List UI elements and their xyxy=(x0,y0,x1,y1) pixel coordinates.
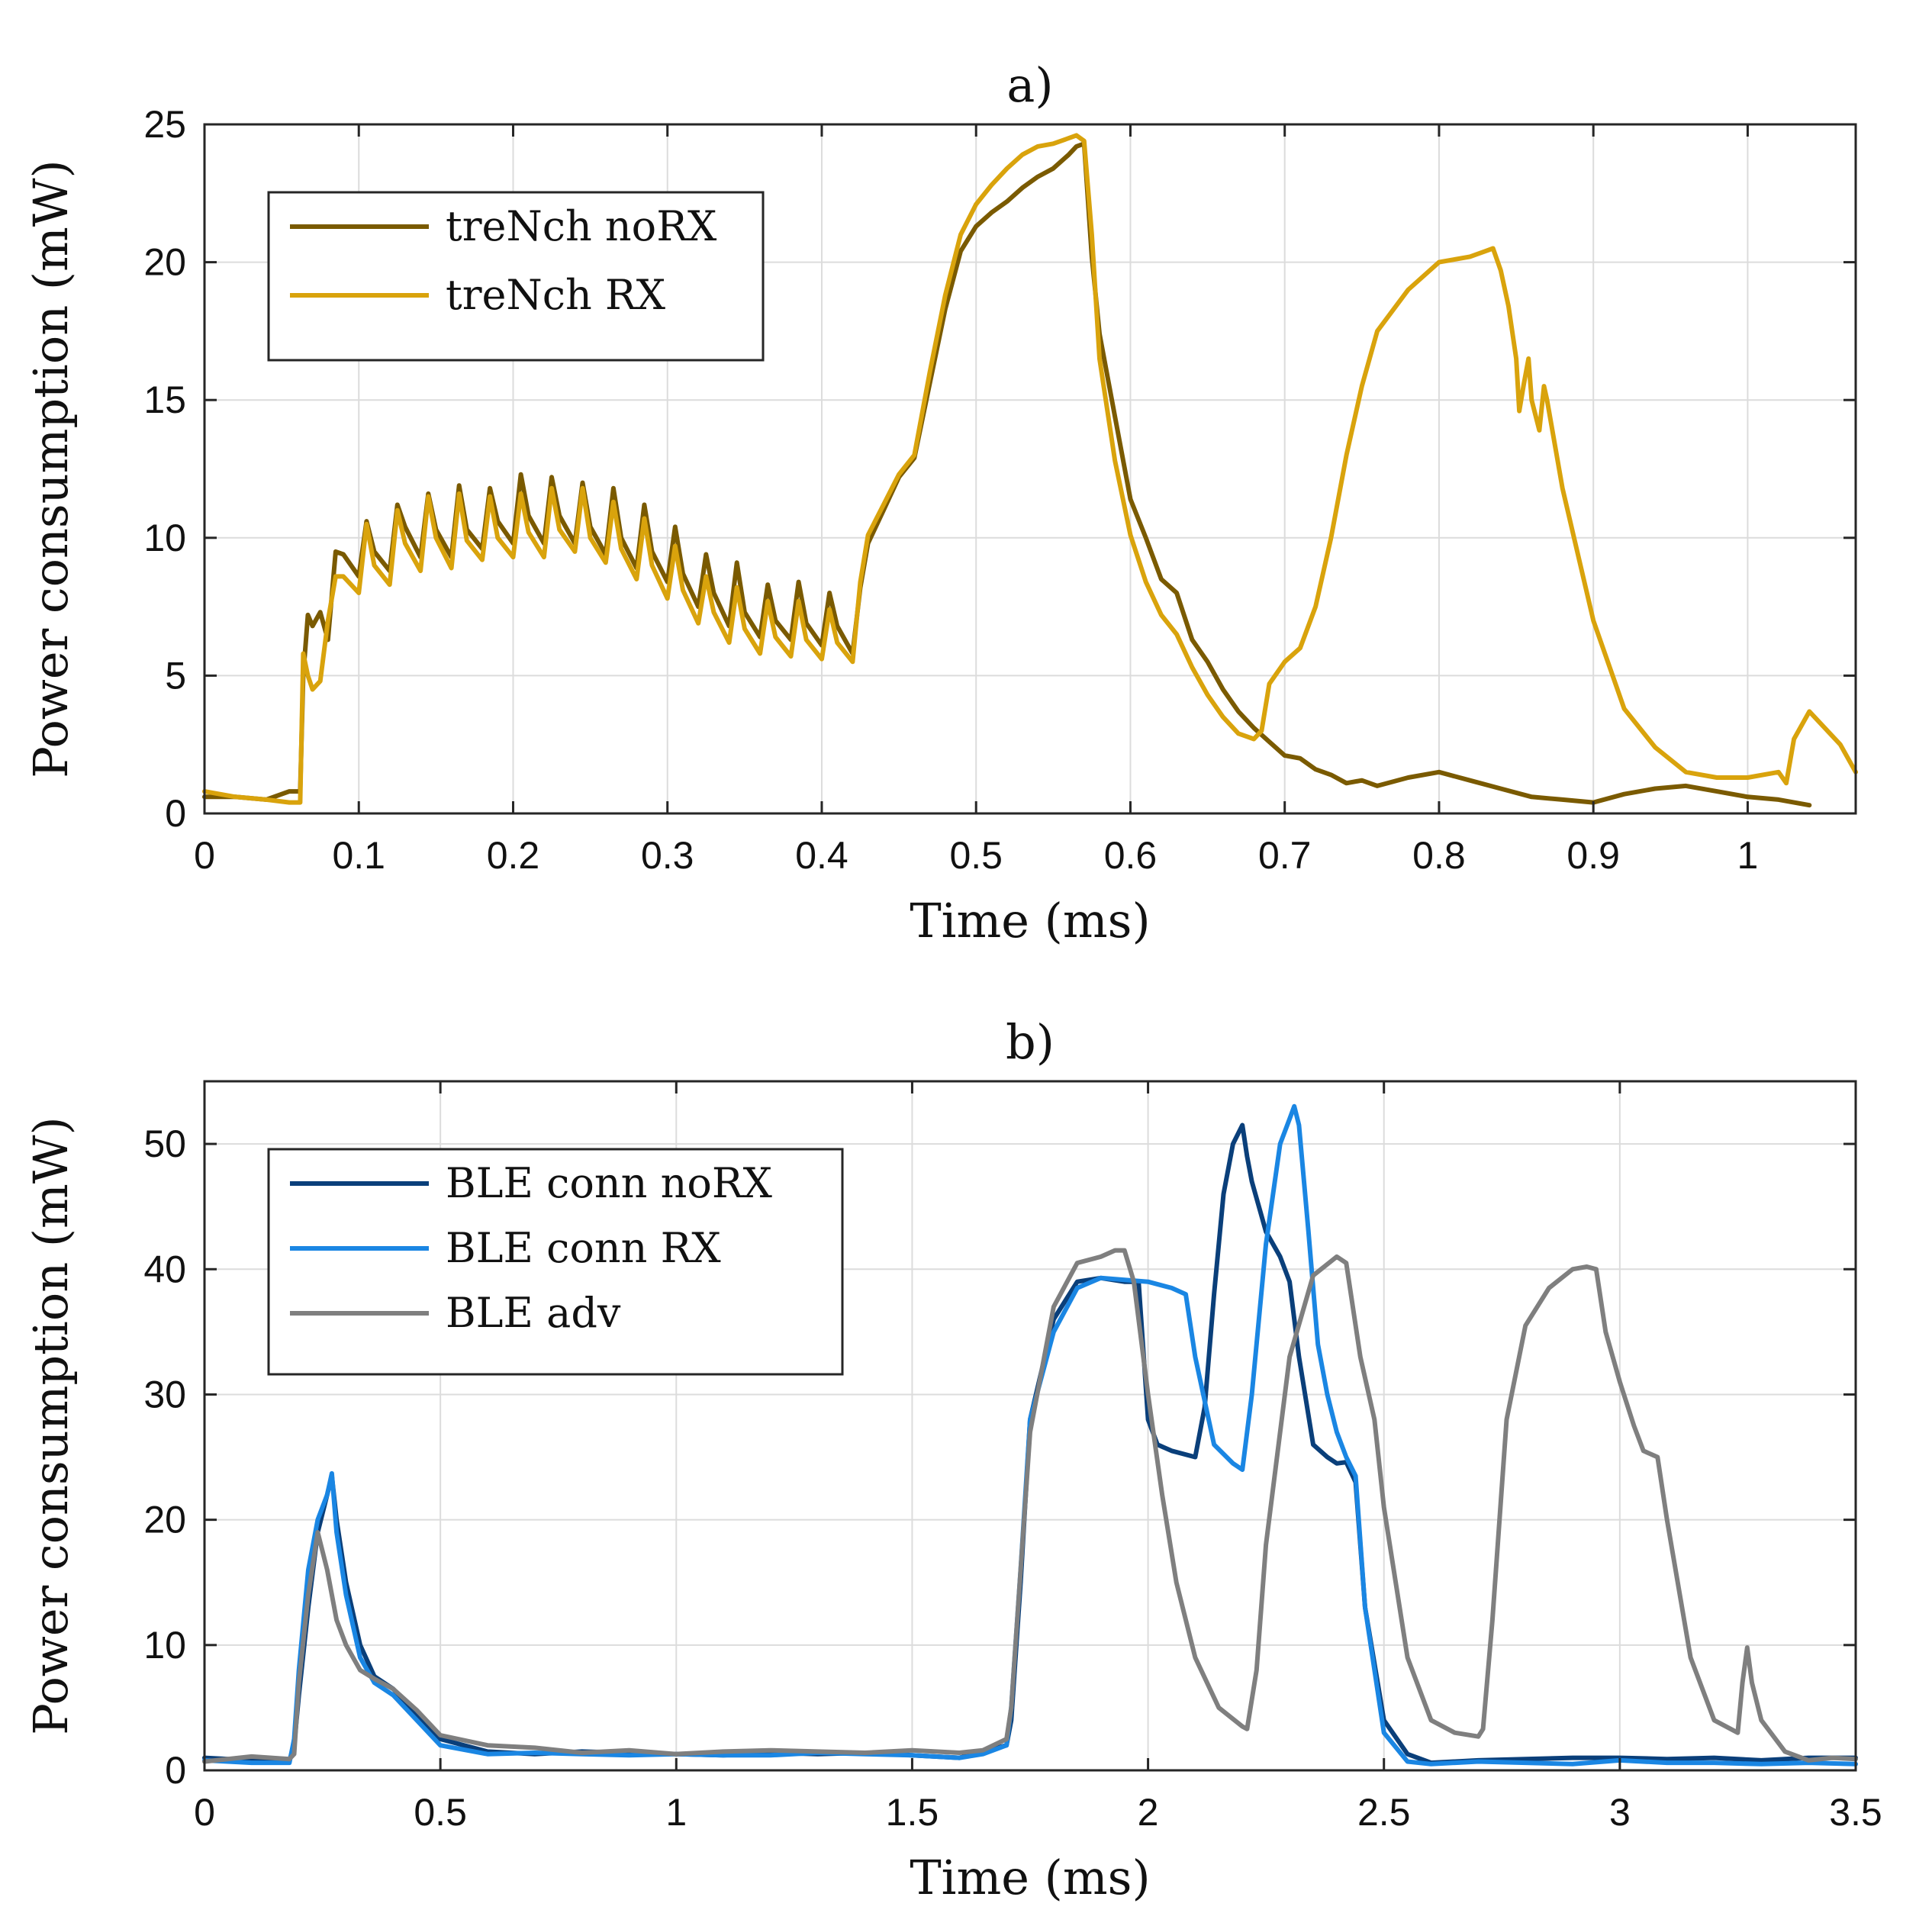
y-tick-label: 10 xyxy=(143,1624,186,1667)
x-tick-label: 1 xyxy=(1737,834,1759,877)
y-tick-label: 50 xyxy=(143,1122,186,1165)
y-tick-label: 25 xyxy=(143,103,186,146)
y-axis-label: Power consumption (mW) xyxy=(23,159,79,778)
x-tick-label: 0.2 xyxy=(487,834,540,877)
series-line-trench-rx xyxy=(202,133,1858,805)
y-tick-label: 5 xyxy=(165,654,186,697)
legend-label: BLE conn noRX xyxy=(446,1159,773,1207)
y-axis-label: Power consumption (mW) xyxy=(23,1116,79,1734)
x-tick-label: 3.5 xyxy=(1829,1791,1882,1834)
series-line-ble-adv xyxy=(202,1248,1858,1764)
x-tick-label: 0.7 xyxy=(1258,834,1312,877)
y-tick-label: 20 xyxy=(143,1499,186,1541)
x-tick-label: 0.5 xyxy=(414,1791,467,1834)
plot-frame xyxy=(203,123,1857,815)
x-tick-label: 1.5 xyxy=(886,1791,939,1834)
legend-label: treNch noRX xyxy=(446,202,717,250)
y-tick-label: 30 xyxy=(143,1373,186,1416)
x-tick-label: 0.4 xyxy=(795,834,848,877)
chart-title: a) xyxy=(1006,57,1053,113)
y-tick-label: 40 xyxy=(143,1248,186,1290)
y-tick-label: 0 xyxy=(165,792,186,835)
x-axis-label: Time (ms) xyxy=(910,893,1150,949)
x-tick-label: 0.5 xyxy=(949,834,1003,877)
legend-label: treNch RX xyxy=(446,271,666,319)
x-tick-label: 0.8 xyxy=(1412,834,1466,877)
chart-title: b) xyxy=(1006,1014,1055,1070)
legend-label: BLE conn RX xyxy=(446,1224,721,1272)
x-tick-label: 0.9 xyxy=(1567,834,1620,877)
y-tick-label: 0 xyxy=(165,1749,186,1792)
panel-b: 0 0.5 1 1.5 2 2.5 3 3.5 0 10 20 30 40 50 b) Time (ms)… xyxy=(23,1014,1882,1905)
legend: BLE conn noRX BLE conn RX BLE adv xyxy=(267,1148,844,1376)
series-line-ble-conn-rx xyxy=(202,1103,1858,1767)
x-tick-label: 0.1 xyxy=(332,834,385,877)
x-tick-label: 0.6 xyxy=(1104,834,1158,877)
x-tick-label: 0 xyxy=(194,834,215,877)
legend-box xyxy=(267,1148,844,1376)
legend: treNch noRX treNch RX xyxy=(267,191,765,362)
x-tick-label: 1 xyxy=(665,1791,687,1834)
x-tick-label: 3 xyxy=(1609,1791,1631,1834)
y-tick-label: 20 xyxy=(143,241,186,284)
panel-a: 0 0.1 0.2 0.3 0.4 0.5 0.6 0.7 0.8 0.9 10510152025 … xyxy=(23,57,1858,949)
x-tick-label: 0.3 xyxy=(641,834,694,877)
x-tick-label: 2 xyxy=(1138,1791,1159,1834)
y-tick-label: 10 xyxy=(143,517,186,559)
plot-frame xyxy=(203,1080,1857,1772)
x-tick-label: 2.5 xyxy=(1357,1791,1411,1834)
legend-label: BLE adv xyxy=(446,1289,621,1337)
legend-box xyxy=(267,191,765,362)
y-tick-label: 15 xyxy=(143,378,186,421)
x-tick-label: 0 xyxy=(194,1791,215,1834)
x-axis-label: Time (ms) xyxy=(910,1850,1150,1905)
